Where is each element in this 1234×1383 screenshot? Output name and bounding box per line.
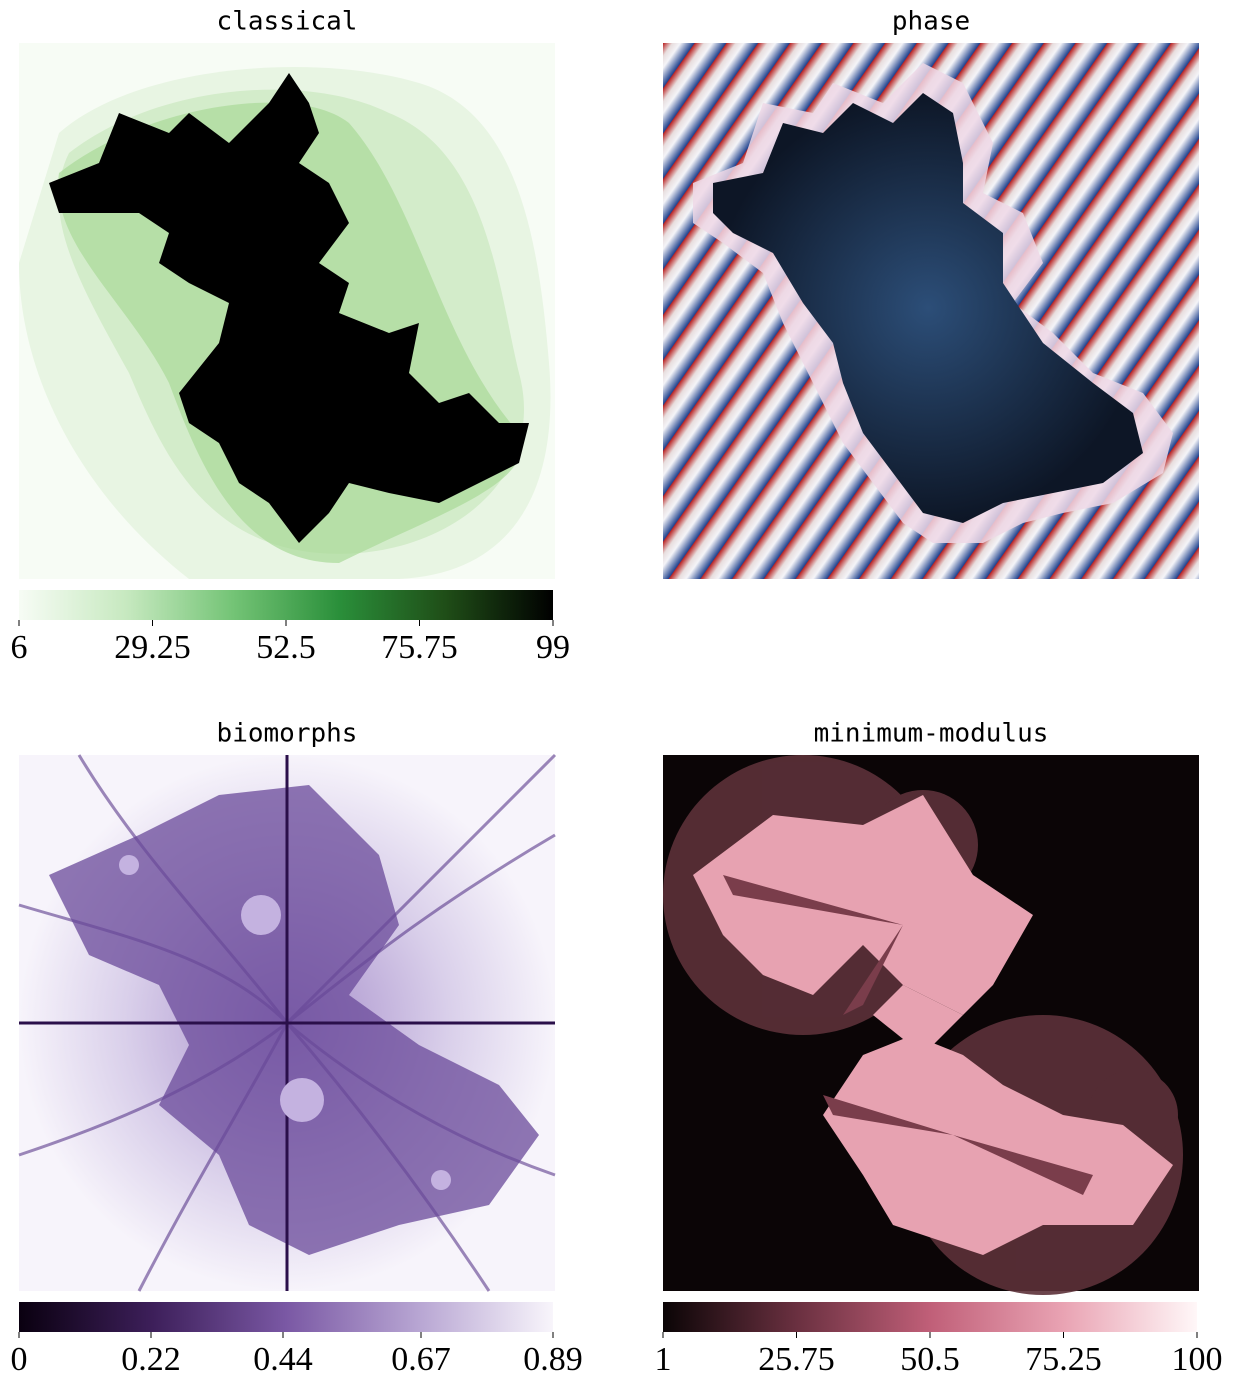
- colorbar-tick-label: 75.75: [381, 629, 458, 666]
- minimum-modulus-image: [663, 755, 1199, 1295]
- colorbar-tick-label: 29.25: [114, 629, 191, 666]
- colorbar: [19, 1302, 553, 1332]
- classical-image: [19, 43, 555, 579]
- panel-title: classical: [217, 7, 358, 37]
- colorbar-tick-label: 0.89: [523, 1341, 583, 1378]
- colorbar-tick-label: 100: [1172, 1341, 1223, 1378]
- colorbar-tick-label: 75.25: [1025, 1341, 1102, 1378]
- colorbar: [663, 1302, 1197, 1332]
- colorbar-tick-label: 6: [11, 629, 28, 666]
- panel-title: phase: [892, 7, 970, 37]
- colorbar-tick-label: 50.5: [900, 1341, 960, 1378]
- colorbar-tick-label: 99: [536, 629, 570, 666]
- panel-title: biomorphs: [217, 719, 358, 749]
- phase-image: [663, 43, 1199, 579]
- panel-title: minimum-modulus: [814, 719, 1049, 749]
- biomorphs-image: [19, 755, 555, 1291]
- colorbar: [19, 590, 553, 620]
- colorbar-tick-label: 0.67: [391, 1341, 451, 1378]
- colorbar-tick-label: 0.44: [253, 1341, 313, 1378]
- colorbar-tick-label: 1: [655, 1341, 672, 1378]
- colorbar-tick-label: 0.22: [121, 1341, 181, 1378]
- colorbar-tick-label: 25.75: [758, 1341, 835, 1378]
- figure: classical 6 29.25 52.5 75.75 99 phase biomorphs…: [0, 0, 1234, 1378]
- colorbar-tick-label: 52.5: [256, 629, 316, 666]
- colorbar-tick-label: 0: [11, 1341, 28, 1378]
